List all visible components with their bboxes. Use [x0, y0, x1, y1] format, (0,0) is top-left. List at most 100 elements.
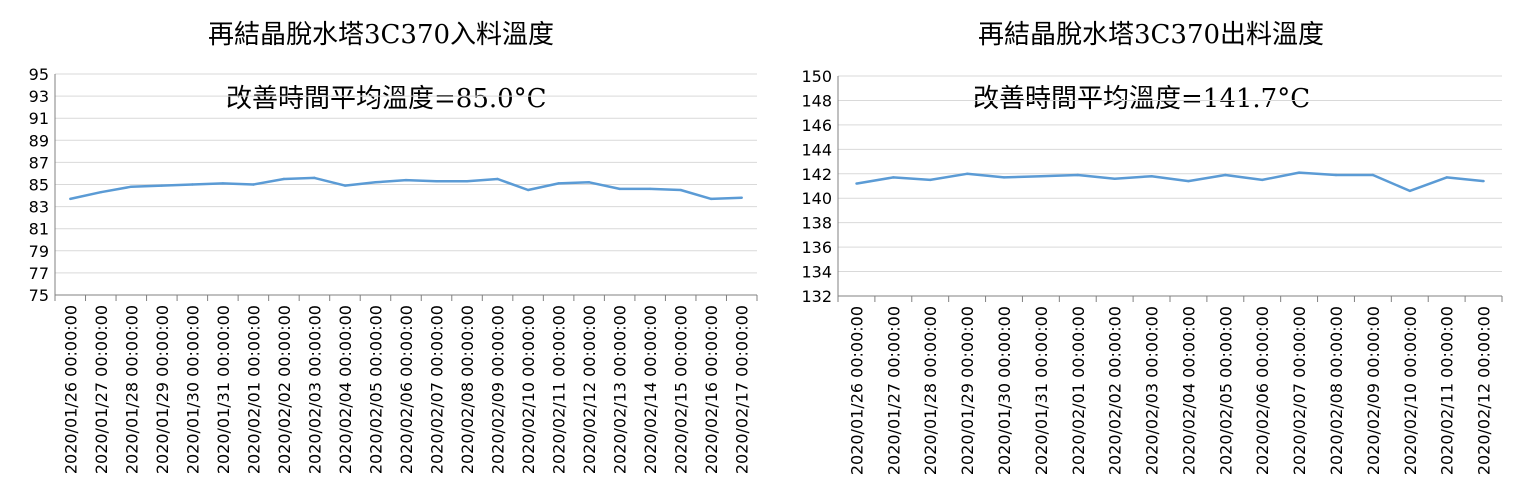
x-tick-label: 2020/02/10 00:00:00: [519, 305, 538, 474]
y-tick-label: 93: [29, 87, 49, 106]
average-temperature-annotation: 改善時間平均溫度=85.0°C: [226, 84, 547, 114]
data-point: [465, 179, 469, 183]
data-point: [404, 178, 408, 182]
data-point: [1039, 175, 1043, 178]
x-tick-label: 2020/02/10 00:00:00: [1401, 306, 1420, 475]
data-point: [710, 197, 713, 201]
x-tick-label: 2020/01/26 00:00:00: [61, 305, 80, 474]
data-point: [374, 181, 377, 184]
data-point: [929, 178, 932, 182]
data-point: [1408, 189, 1411, 193]
data-point: [1150, 175, 1153, 178]
y-tick-label: 142: [801, 165, 832, 184]
x-tick-label: 2020/02/01 00:00:00: [1069, 306, 1088, 475]
data-point: [496, 177, 499, 181]
x-tick-label: 2020/01/28 00:00:00: [921, 306, 940, 475]
x-tick-label: 2020/02/06 00:00:00: [1253, 306, 1272, 475]
y-tick-label: 150: [801, 67, 832, 86]
y-tick-label: 132: [801, 287, 832, 306]
x-tick-label: 2020/01/27 00:00:00: [884, 306, 903, 475]
y-tick-label: 144: [801, 140, 832, 159]
x-tick-label: 2020/02/05 00:00:00: [1216, 306, 1235, 475]
x-tick-label: 2020/02/12 00:00:00: [580, 305, 599, 474]
data-point: [1334, 173, 1338, 177]
data-point: [965, 172, 969, 175]
data-point: [892, 176, 895, 179]
y-tick-label: 77: [29, 264, 49, 283]
x-tick-label: 2020/01/31 00:00:00: [1032, 306, 1051, 475]
x-tick-label: 2020/01/26 00:00:00: [847, 306, 866, 475]
data-point: [1482, 179, 1485, 183]
data-point: [648, 187, 652, 191]
x-tick-label: 2020/02/03 00:00:00: [305, 305, 324, 474]
x-tick-label: 2020/02/11 00:00:00: [550, 305, 569, 474]
chart-inlet-temperature: 再結晶脫水塔3C370入料溫度 改善時間平均溫度=85.0°C 75 77 79 81…: [29, 20, 758, 474]
x-tick-label: 2020/02/06 00:00:00: [397, 305, 416, 474]
x-tick-label: 2020/02/04 00:00:00: [1179, 306, 1198, 475]
y-tick-label: 89: [29, 131, 49, 150]
x-tick-label: 2020/02/09 00:00:00: [489, 305, 508, 474]
chart-title: 再結晶脫水塔3C370出料溫度: [977, 20, 1325, 50]
x-tick-label: 2020/01/27 00:00:00: [92, 305, 111, 474]
y-tick-label: 148: [801, 91, 832, 110]
data-point: [855, 182, 858, 185]
data-point: [221, 182, 225, 185]
data-point: [1371, 173, 1375, 177]
x-tick-label: 2020/02/12 00:00:00: [1475, 306, 1494, 475]
y-tick-label: 136: [801, 238, 832, 257]
data-point: [1261, 178, 1264, 182]
y-tick-label: 79: [29, 242, 49, 261]
data-point: [252, 183, 255, 186]
line-chart-plot: 75 77 79 81 83 85 87 89 91 93 95 2020/01/26 00:00:0…: [29, 65, 758, 474]
x-tick-label: 2020/02/07 00:00:00: [1290, 306, 1309, 475]
data-point: [587, 181, 591, 184]
data-point: [282, 177, 286, 181]
data-point: [1297, 171, 1301, 174]
data-point: [313, 176, 316, 180]
y-tick-label: 81: [29, 220, 49, 239]
data-point: [1113, 177, 1116, 180]
data-point: [1002, 176, 1006, 179]
x-tick-label: 2020/02/05 00:00:00: [366, 305, 385, 474]
data-point: [130, 185, 133, 188]
x-tick-label: 2020/02/17 00:00:00: [733, 305, 752, 474]
x-tick-label: 2020/02/07 00:00:00: [428, 305, 447, 474]
x-tick-label: 2020/02/13 00:00:00: [611, 305, 630, 474]
x-tick-label: 2020/02/16 00:00:00: [702, 305, 721, 474]
average-temperature-annotation: 改善時間平均溫度=141.7°C: [973, 84, 1311, 114]
chart-outlet-temperature: 再結晶脫水塔3C370出料溫度 改善時間平均溫度=141.7°C 132 134 1…: [780, 0, 1522, 502]
data-point: [740, 196, 743, 199]
y-tick-label: 91: [29, 109, 49, 128]
x-tick-label: 2020/01/29 00:00:00: [958, 306, 977, 475]
data-point: [618, 187, 621, 191]
y-tick-label: 146: [801, 116, 832, 135]
data-point: [435, 179, 438, 183]
x-tick-label: 2020/02/11 00:00:00: [1438, 306, 1457, 475]
data-point: [99, 191, 102, 194]
data-point: [557, 182, 560, 185]
data-point: [191, 183, 194, 186]
data-point: [343, 184, 347, 187]
chart-title: 再結晶脫水塔3C370入料溫度: [207, 20, 555, 50]
y-tick-label: 138: [801, 214, 832, 233]
x-tick-label: 2020/02/01 00:00:00: [244, 305, 263, 474]
y-tick-label: 85: [29, 176, 49, 195]
data-point: [1445, 176, 1448, 179]
data-point: [679, 188, 682, 192]
series-line: [856, 171, 1484, 193]
line-chart-plot: 132 134 136 138 140 142 144 146 148 150 2020/01/26…: [801, 67, 1503, 475]
y-tick-label: 95: [29, 65, 49, 84]
x-tick-label: 2020/02/15 00:00:00: [672, 305, 691, 474]
x-tick-label: 2020/01/31 00:00:00: [214, 305, 233, 474]
data-point: [1224, 173, 1227, 177]
y-tick-label: 140: [801, 189, 832, 208]
data-point: [526, 188, 530, 192]
x-tick-label: 2020/02/08 00:00:00: [458, 305, 477, 474]
x-tick-label: 2020/02/08 00:00:00: [1327, 306, 1346, 475]
y-tick-label: 134: [801, 263, 832, 282]
x-tick-label: 2020/02/14 00:00:00: [641, 305, 660, 474]
x-tick-label: 2020/02/02 00:00:00: [275, 305, 294, 474]
y-tick-label: 75: [29, 286, 49, 305]
x-tick-label: 2020/01/29 00:00:00: [153, 305, 172, 474]
data-point: [1076, 173, 1079, 177]
